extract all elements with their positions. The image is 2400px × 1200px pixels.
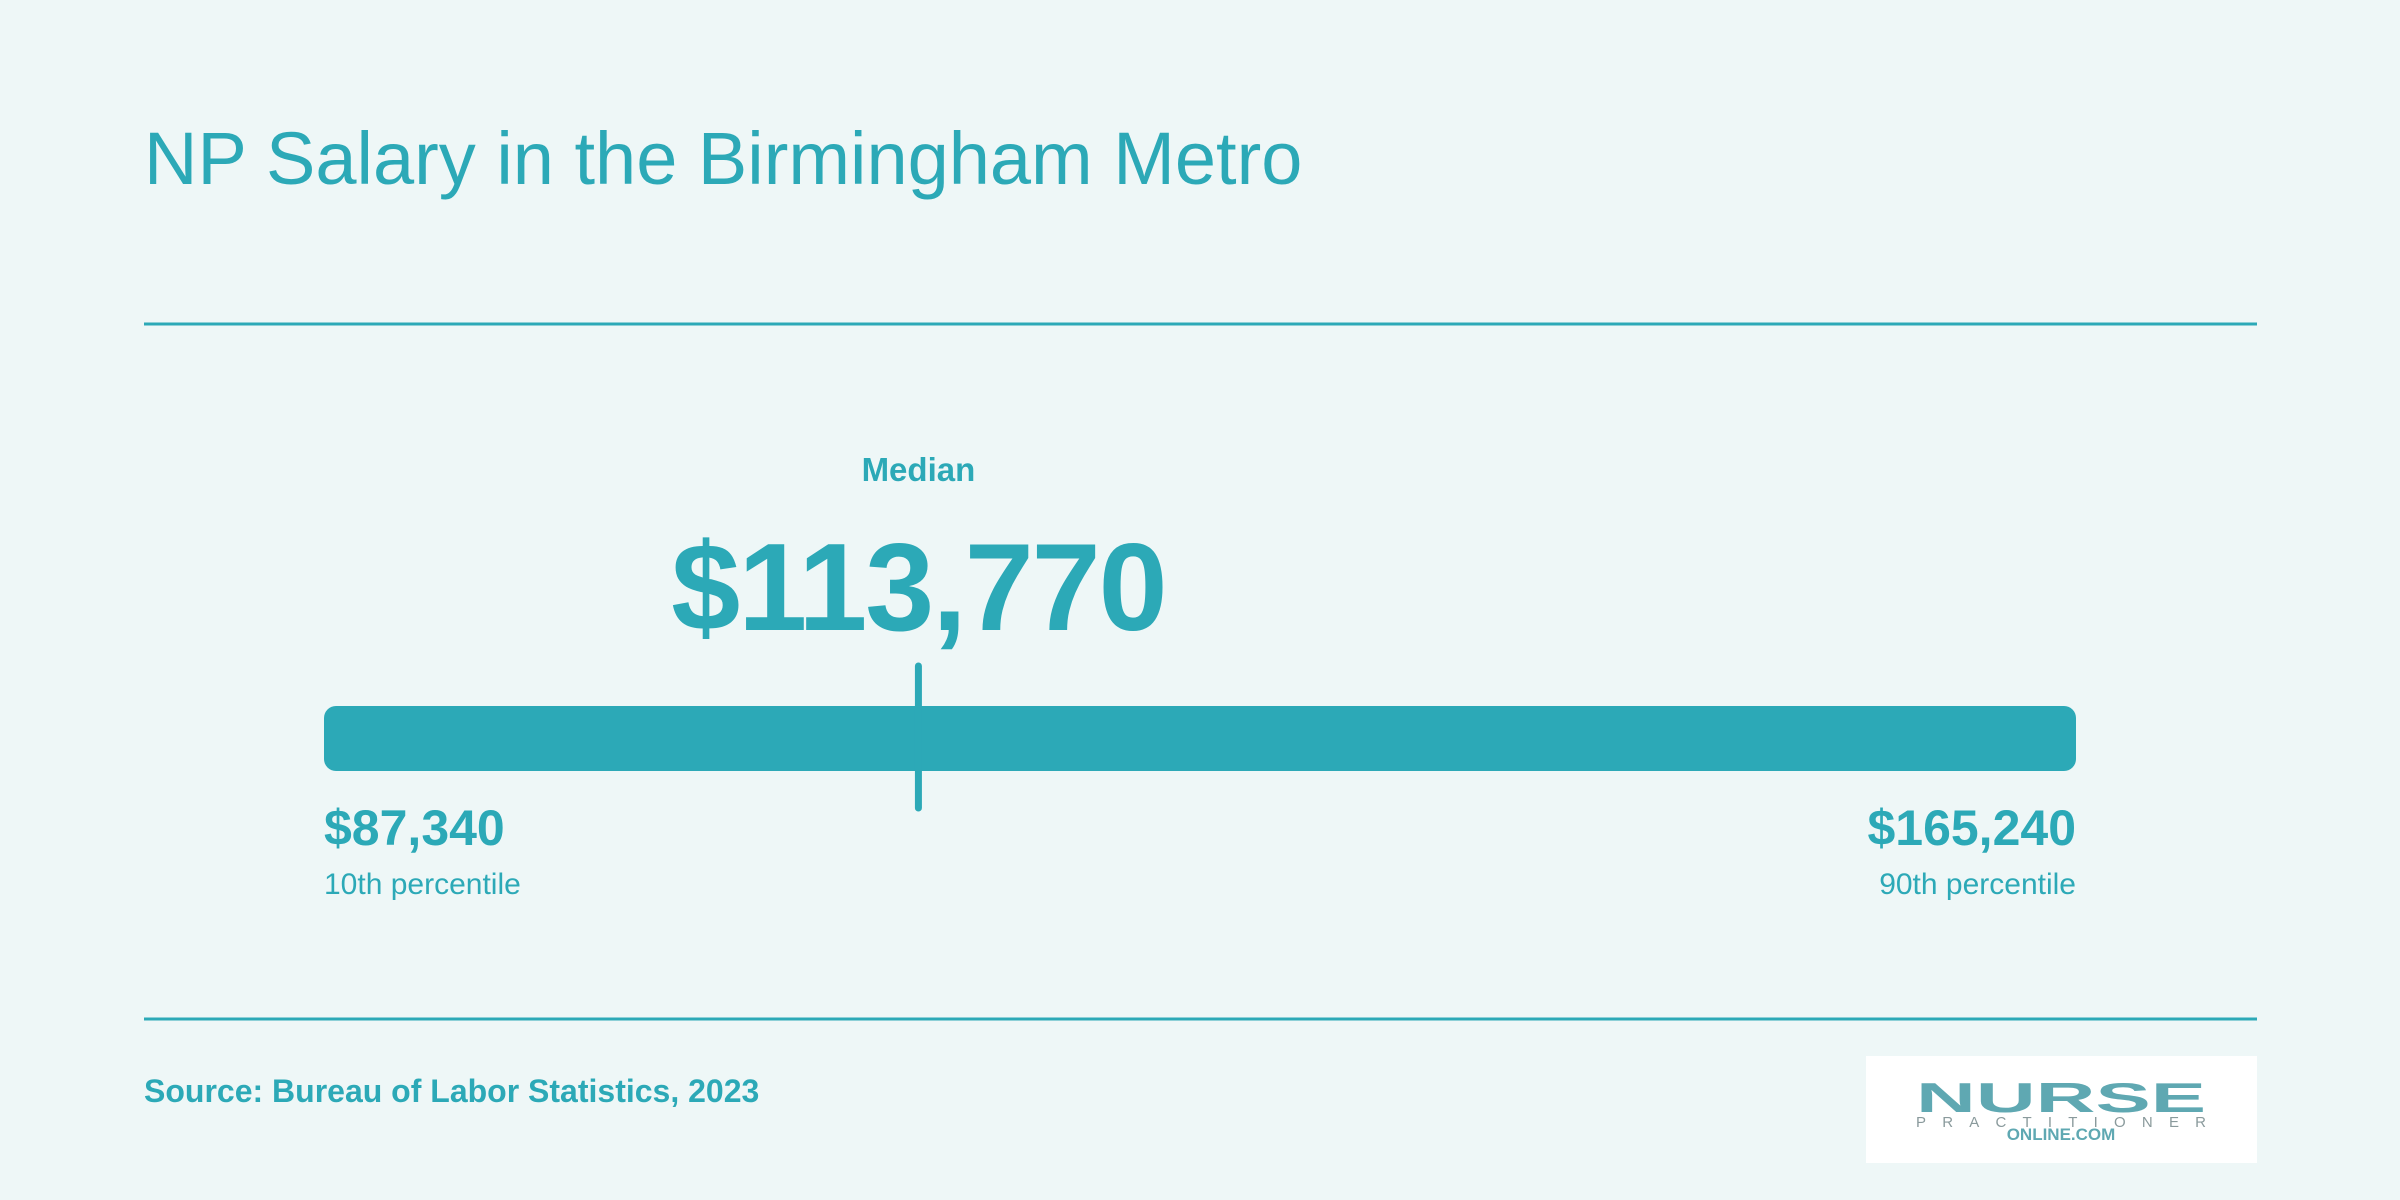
median-value: $113,770 — [671, 519, 1165, 657]
low-value: $87,340 — [324, 800, 505, 856]
high-caption: 90th percentile — [1879, 868, 2076, 901]
low-caption: 10th percentile — [324, 868, 521, 901]
source: Source: Bureau of Labor Statistics, 2023 — [144, 1073, 759, 1109]
range-bar — [324, 706, 2076, 771]
high-value: $165,240 — [1867, 800, 2076, 856]
logo: NURSE PRACTITIONER ONLINE.COM — [1866, 1056, 2257, 1163]
chart-title: NP Salary in the Birmingham Metro — [144, 117, 1302, 200]
logo-box — [1866, 1056, 2257, 1163]
logo-text: NURSE — [1916, 1074, 2206, 1121]
median-caption: Median — [862, 451, 976, 488]
logo-text: ONLINE.COM — [2007, 1125, 2116, 1144]
